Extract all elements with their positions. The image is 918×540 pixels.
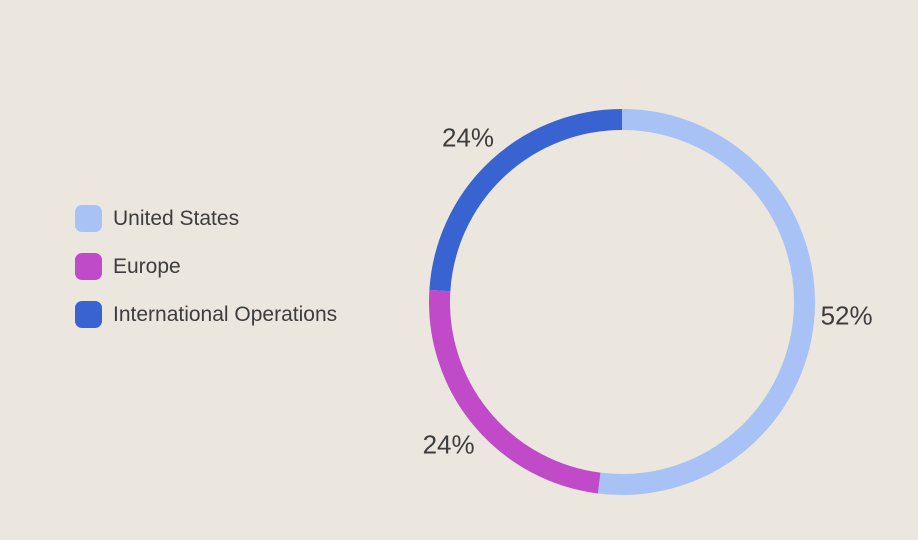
donut-segment-europe[interactable] xyxy=(429,289,601,494)
legend-label-europe: Europe xyxy=(113,254,181,278)
donut-segment-united-states[interactable] xyxy=(597,109,815,495)
segment-value-label-international-operations: 24% xyxy=(441,122,495,153)
legend-item-united-states[interactable]: United States xyxy=(75,205,337,232)
legend-item-europe[interactable]: Europe xyxy=(75,253,337,280)
legend-swatch-international-operations xyxy=(75,301,102,328)
segment-value-label-united-states: 52% xyxy=(820,300,873,331)
donut-segment-international-operations[interactable] xyxy=(429,109,623,292)
chart-legend: United States Europe International Opera… xyxy=(75,205,337,349)
legend-swatch-united-states xyxy=(75,205,102,232)
legend-label-international-operations: International Operations xyxy=(113,302,338,326)
legend-item-international-operations[interactable]: International Operations xyxy=(75,301,337,328)
legend-swatch-europe xyxy=(75,253,102,280)
segment-value-label-europe: 24% xyxy=(422,429,475,460)
legend-label-united-states: United States xyxy=(113,206,240,230)
